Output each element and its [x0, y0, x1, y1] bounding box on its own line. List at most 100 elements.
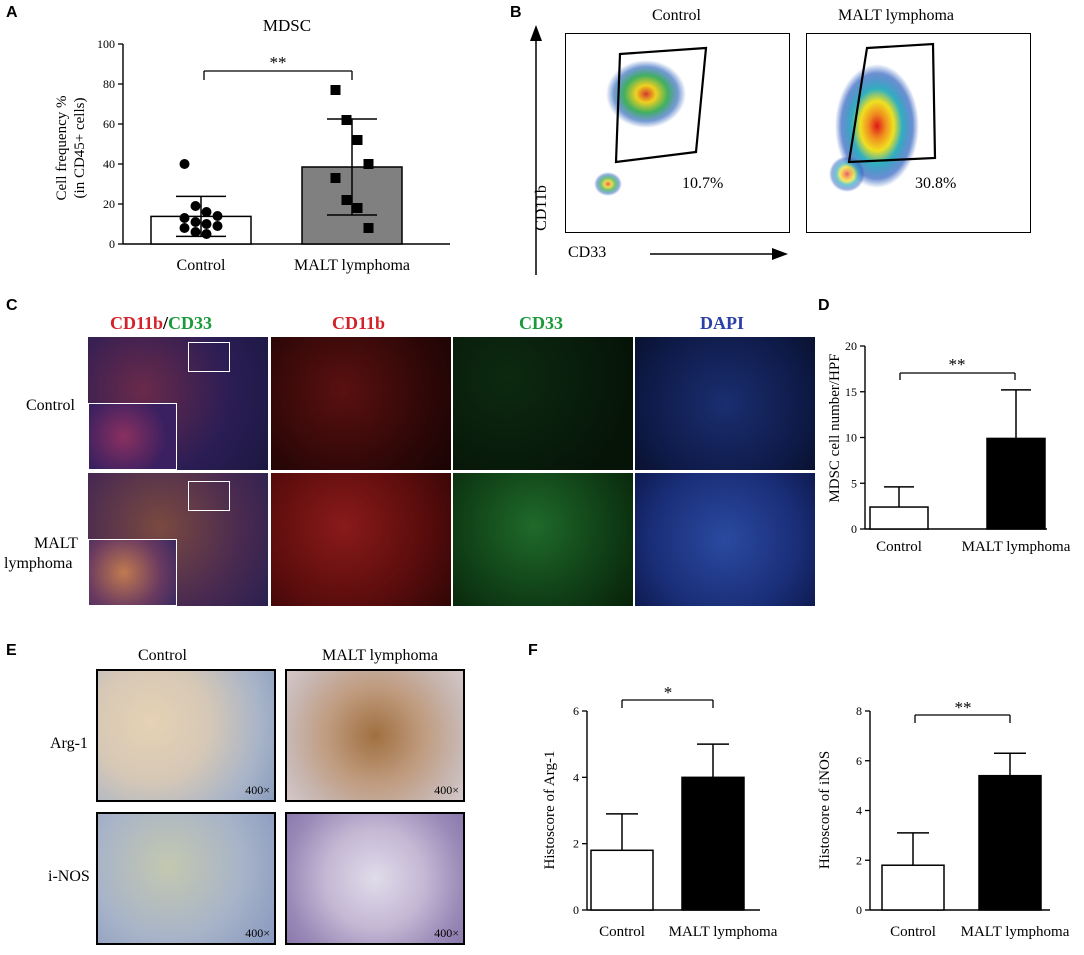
A-point-malt: [363, 159, 374, 169]
chart-fl-cat-1: MALT lymphoma: [669, 924, 778, 940]
flow-percent-malt: 30.8%: [915, 175, 957, 192]
if-merge-malt: [88, 473, 268, 606]
chart-d: MDSC cell number/HPF 0 5 10 15 20 ** Control…: [827, 339, 1071, 555]
F-left-bar-1: [681, 776, 745, 911]
flow-gate-malt: [847, 42, 937, 164]
panel-label-f: F: [528, 642, 538, 659]
D-bar-0: [869, 506, 929, 530]
sig-label-d: **: [949, 355, 966, 374]
ihc-mag: 400×: [245, 926, 270, 940]
cd11b-axis-arrow: [530, 25, 542, 285]
row-label-malt-2: lymphoma: [4, 555, 73, 572]
header-cd11b: CD11b: [332, 313, 386, 333]
F-right-bar-0: [881, 864, 945, 911]
A-tick-label: 60: [103, 117, 115, 131]
sig-label-a: **: [270, 53, 287, 72]
ihc-row-inos: i-NOS: [48, 868, 90, 885]
A-tick-label: 80: [103, 77, 115, 91]
F-right-tick-label: 6: [856, 754, 862, 768]
ihc-inos-control: 400×: [96, 812, 276, 945]
A-point-control: [179, 213, 190, 223]
chart-f-left: Histoscore of Arg-1 0 2 4 6 * Control MALT …: [542, 683, 778, 940]
chart-f-right: Histoscore of iNOS 0 2 4 6 8 ** Control MALT…: [817, 698, 1070, 940]
chart-f-right-ylabel: Histoscore of iNOS: [817, 751, 833, 869]
D-tick-label: 15: [845, 385, 857, 399]
D-tick-label: 5: [851, 476, 857, 490]
if-cd11b-malt: [271, 473, 451, 606]
sig-label-fl: *: [664, 683, 673, 702]
A-point-control: [190, 217, 201, 227]
A-tick-label: 40: [103, 157, 115, 171]
A-point-malt: [341, 115, 352, 125]
F-left-tick-label: 0: [573, 903, 579, 917]
header-dapi: DAPI: [700, 313, 744, 333]
A-point-control: [201, 207, 212, 217]
chart-a: MDSC Cell frequency % (in CD45+ cells) 0…: [54, 16, 450, 274]
F-right-tick-label: 0: [856, 903, 862, 917]
chart-f-left-ylabel: Histoscore of Arg-1: [542, 751, 558, 870]
ihc-col-control: Control: [138, 647, 187, 664]
flow-plot-control: [565, 33, 790, 233]
row-label-malt: MALT lymphoma: [4, 534, 78, 574]
flow-density-malt: [835, 64, 919, 188]
flow-density-control: [606, 60, 686, 128]
chart-a-title: MDSC: [263, 16, 311, 35]
if-dapi-malt: [635, 473, 815, 606]
A-point-control: [190, 227, 201, 237]
row-label-malt-1: MALT: [34, 535, 78, 552]
F-right-bar-1: [978, 774, 1042, 911]
ihc-mag: 400×: [434, 926, 459, 940]
header-merge-cd33: CD33: [168, 313, 213, 333]
flow-gate-control: [614, 46, 708, 164]
A-point-malt: [341, 195, 352, 205]
if-dapi-control: [635, 337, 815, 470]
chart-d-cat-0: Control: [876, 539, 922, 555]
if-cd11b-control: [271, 337, 451, 470]
A-tick-label: 0: [109, 237, 115, 251]
header-merge-cd11b: CD11b: [110, 313, 164, 333]
header-merge: CD11b/CD33: [110, 313, 212, 334]
A-point-malt: [352, 203, 363, 213]
flow-percent-control: 10.7%: [682, 175, 724, 192]
A-point-malt: [330, 85, 341, 95]
F-right-tick-label: 4: [856, 804, 862, 818]
D-tick-label: 20: [845, 339, 857, 353]
panel-label-b: B: [510, 4, 522, 21]
A-point-control: [190, 201, 201, 211]
panel-label-c: C: [6, 297, 18, 314]
D-bar-1: [986, 437, 1046, 530]
chart-a-ylabel-1: Cell frequency %: [54, 96, 70, 201]
if-cd33-malt: [453, 473, 633, 606]
flow-plot-malt: [806, 33, 1031, 233]
A-point-malt: [352, 135, 363, 145]
ihc-mag: 400×: [245, 783, 270, 797]
A-point-malt: [363, 223, 374, 233]
chart-fr-cat-1: MALT lymphoma: [961, 924, 1070, 940]
A-point-control: [179, 223, 190, 233]
ihc-inos-malt: 400×: [285, 812, 465, 945]
A-point-control: [212, 211, 223, 221]
ihc-arg1-control: 400×: [96, 669, 276, 802]
chart-d-ylabel: MDSC cell number/HPF: [827, 353, 843, 502]
row-label-control: Control: [26, 397, 75, 414]
F-left-tick-label: 4: [573, 770, 579, 784]
ihc-arg1-malt: 400×: [285, 669, 465, 802]
chart-a-ylabel-2: (in CD45+ cells): [72, 98, 88, 199]
A-point-control: [212, 221, 223, 231]
ihc-mag: 400×: [434, 783, 459, 797]
chart-a-cat-0: Control: [177, 257, 226, 274]
chart-fr-cat-0: Control: [890, 924, 936, 940]
svg-text:CD11b: CD11b: [533, 185, 550, 231]
D-tick-label: 0: [851, 522, 857, 536]
cd33-label: CD33: [568, 244, 607, 261]
if-merge-control: [88, 337, 268, 470]
A-point-control: [179, 159, 190, 169]
cd33-axis-arrow: [650, 248, 788, 260]
sig-label-fr: **: [955, 698, 972, 717]
ihc-col-malt: MALT lymphoma: [322, 647, 439, 664]
panel-label-e: E: [6, 642, 17, 659]
flow-title-control: Control: [652, 7, 701, 24]
A-tick-label: 20: [103, 197, 115, 211]
F-left-tick-label: 6: [573, 704, 579, 718]
flow-title-malt: MALT lymphoma: [838, 7, 955, 24]
